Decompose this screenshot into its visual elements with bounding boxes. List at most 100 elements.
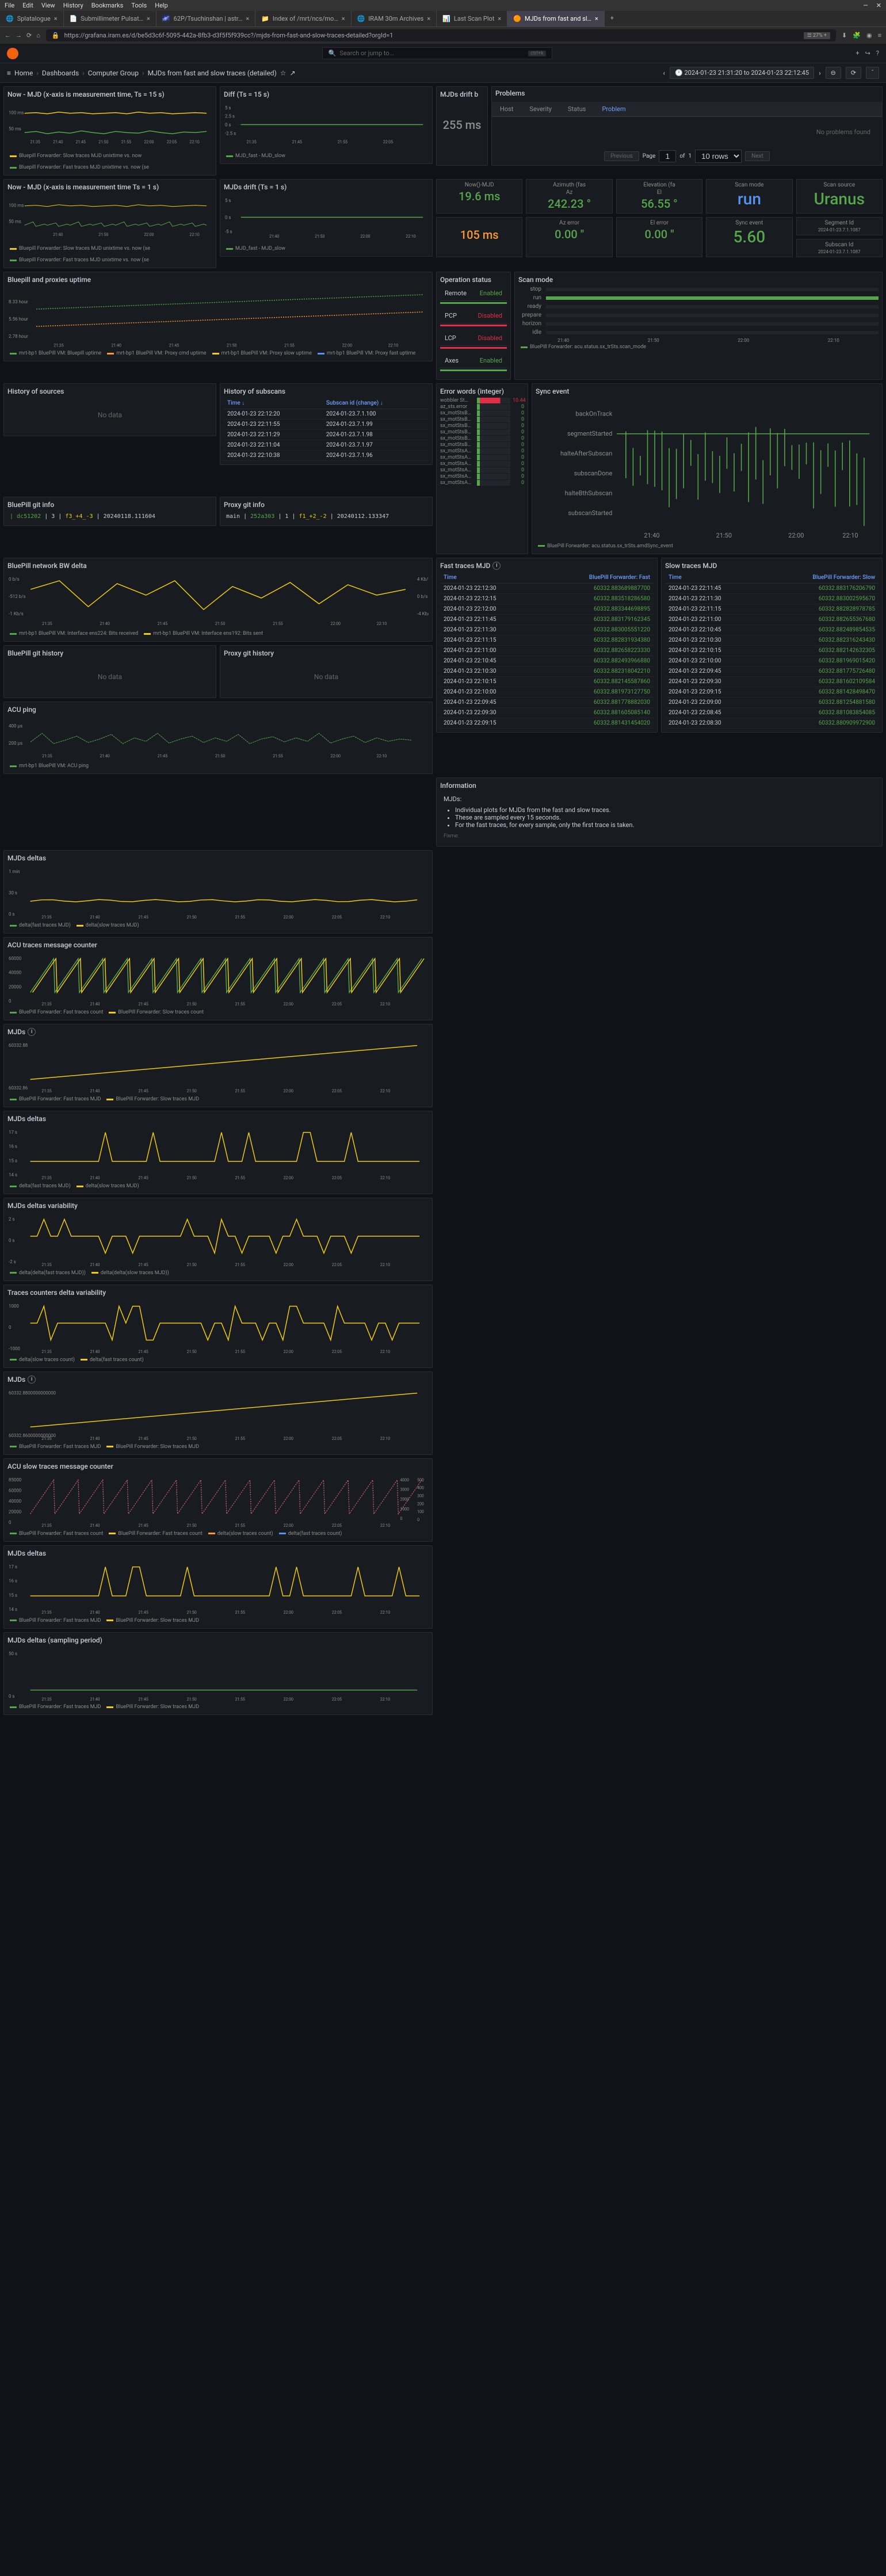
stat-azimuth[interactable]: Azimuth (fasAz242.23 ° <box>526 179 612 214</box>
table-row[interactable]: 2024-01-23 22:10:1560332.882145587860 <box>440 676 654 687</box>
panel-chart[interactable]: MJDs i 60332.880000000000060332.86000000… <box>3 1371 433 1455</box>
panel-chart[interactable]: ACU slow traces message counter 85000600… <box>3 1458 433 1542</box>
info-icon[interactable]: i <box>28 1375 36 1384</box>
browser-menu-bar[interactable]: File Edit View History Bookmarks Tools H… <box>0 0 886 11</box>
table-row[interactable]: 2024-01-23 22:10:382024-01-23.7.1.96 <box>224 451 429 461</box>
col-fast[interactable]: BluePill Forwarder: Fast <box>540 572 654 584</box>
browser-tab[interactable]: 🌌62P/Tsuchinshan | astr…× <box>156 11 255 26</box>
menu-history[interactable]: History <box>63 2 83 9</box>
panel-bluepill-uptime[interactable]: Bluepill and proxies uptime 8.33 hour 5.… <box>3 272 433 361</box>
download-icon[interactable]: ⬇ <box>842 32 847 39</box>
grafana-logo-icon[interactable] <box>7 48 18 59</box>
panel-mjds-drift-1s[interactable]: MJDs drift (Ts = 1 s) 5 s 0 s -5 s 21:40… <box>220 179 433 257</box>
panel-history-sources[interactable]: History of sources No data <box>3 383 216 436</box>
window-close-icon[interactable]: ✕ <box>876 2 881 9</box>
browser-tab-active[interactable]: 🟠MJDs from fast and sl…× <box>507 11 604 26</box>
browser-tab[interactable]: 🌐Splatalogue× <box>0 11 64 26</box>
panel-now-mjd-15s[interactable]: Now - MJD (x-axis is measurement time, T… <box>3 86 216 176</box>
table-row[interactable]: 2024-01-23 22:11:552024-01-23.7.1.99 <box>224 420 429 430</box>
panel-chart[interactable]: ACU traces message counter 6000040000200… <box>3 937 433 1020</box>
account-icon[interactable]: ◉ <box>866 32 872 39</box>
table-row[interactable]: 2024-01-23 22:09:1560332.881431454020 <box>440 718 654 728</box>
menu-tools[interactable]: Tools <box>131 2 147 9</box>
refresh-button[interactable]: ⟳ <box>846 67 861 79</box>
close-icon[interactable]: × <box>427 15 430 22</box>
browser-tab[interactable]: 📊Last Scan Plot× <box>437 11 507 26</box>
table-row[interactable]: 2024-01-23 22:10:4560332.882489854535 <box>665 624 879 635</box>
menu-icon[interactable]: ≡ <box>878 32 881 39</box>
panel-chart[interactable]: MJDs i 60332.8860332.8621:3521:4021:4521… <box>3 1024 433 1107</box>
stat-elevation[interactable]: Elevation (faEl56.55 ° <box>616 179 702 214</box>
table-row[interactable]: 2024-01-23 22:12:3060332.883689887700 <box>440 583 654 593</box>
close-icon[interactable]: × <box>54 15 58 22</box>
next-button[interactable]: Next <box>745 151 770 161</box>
breadcrumb[interactable]: MJDs from fast and slow traces (detailed… <box>148 69 277 77</box>
table-row[interactable]: 2024-01-23 22:11:1560332.882828978785 <box>665 604 879 614</box>
table-row[interactable]: 2024-01-23 22:09:4560332.881778882030 <box>440 697 654 707</box>
stat-segment-id[interactable]: Segment Id2024-01-23.7.1.1087 <box>796 217 883 235</box>
panel-slow-traces-mjd[interactable]: Slow traces MJD TimeBluePill Forwarder: … <box>661 558 883 733</box>
table-row[interactable]: 2024-01-23 22:09:1560332.881428498470 <box>665 687 879 697</box>
panel-chart[interactable]: MJDs deltas 17 s16 s15 s14 s21:3521:4021… <box>3 1111 433 1194</box>
breadcrumb[interactable]: Home <box>14 69 33 77</box>
menu-bookmarks[interactable]: Bookmarks <box>91 2 124 9</box>
panel-operation-status[interactable]: Operation status RemoteEnabledPCPDisable… <box>436 272 511 380</box>
panel-error-words[interactable]: Error words (integer) wobbler St…10.44az… <box>436 383 528 554</box>
home-button[interactable]: ⌂ <box>36 32 40 39</box>
page-input[interactable] <box>659 150 676 162</box>
panel-chart[interactable]: MJDs deltas (sampling period) 50 s0 s21:… <box>3 1632 433 1716</box>
signin-icon[interactable]: ↪ <box>865 49 870 57</box>
panel-bluepill-git-history[interactable]: BluePill git history No data <box>3 645 216 698</box>
table-row[interactable]: 2024-01-23 22:09:0060332.881254881580 <box>665 697 879 707</box>
table-row[interactable]: 2024-01-23 22:11:3060332.883002595670 <box>665 593 879 604</box>
star-icon[interactable]: ☆ <box>280 69 287 77</box>
table-row[interactable]: 2024-01-23 22:09:3060332.881602109584 <box>665 676 879 687</box>
table-row[interactable]: 2024-01-23 22:09:3060332.881605085140 <box>440 707 654 718</box>
panel-chart[interactable]: MJDs deltas 17 s16 s15 s14 s21:3521:4021… <box>3 1545 433 1629</box>
problems-tab-host[interactable]: Host <box>492 102 521 116</box>
close-icon[interactable]: × <box>595 15 598 22</box>
table-row[interactable]: 2024-01-23 22:11:0060332.882658223330 <box>440 645 654 656</box>
window-minimize-icon[interactable]: — <box>863 2 868 9</box>
panel-information[interactable]: Information MJDs: Individual plots for M… <box>436 778 883 847</box>
back-button[interactable]: ← <box>5 32 11 39</box>
table-row[interactable]: 2024-01-23 22:11:0060332.882655367680 <box>665 614 879 624</box>
col-time[interactable]: Time <box>665 572 763 584</box>
problems-tab-status[interactable]: Status <box>560 102 594 116</box>
table-row[interactable]: 2024-01-23 22:10:0060332.881969015420 <box>665 656 879 666</box>
extension-icon[interactable]: 🧩 <box>853 32 861 39</box>
refresh-dropdown[interactable]: ˇ <box>866 67 879 79</box>
breadcrumb[interactable]: Computer Group <box>88 69 139 77</box>
close-icon[interactable]: × <box>342 15 345 22</box>
panel-mjds-drift[interactable]: MJDs drift b 255 ms <box>436 86 488 166</box>
panel-scan-mode[interactable]: Scan mode stoprunreadypreparehorizonidle… <box>514 272 883 380</box>
stat-now-mjd[interactable]: Now()-MJD19.6 ms <box>436 179 522 214</box>
col-subscan[interactable]: Subscan id (change) ↓ <box>323 398 429 409</box>
panel-problems[interactable]: Problems Host Severity Status Problem No… <box>491 86 883 166</box>
panel-now-mjd-1s[interactable]: Now - MJD (x-axis is measurement time Ts… <box>3 179 216 268</box>
browser-tab[interactable]: 📄Submillimeter Pulsat…× <box>64 11 156 26</box>
panel-chart[interactable]: Traces counters delta variability 10000-… <box>3 1285 433 1368</box>
panel-proxy-git-info[interactable]: Proxy git info main | 252a303 | 1 | f1_+… <box>220 497 433 526</box>
stat-scan-source[interactable]: Scan sourceUranus <box>796 179 883 214</box>
panel-chart[interactable]: MJDs deltas variability 2 s0 s-2 s21:352… <box>3 1198 433 1281</box>
share-icon[interactable]: ↗ <box>290 69 296 77</box>
prev-button[interactable]: Previous <box>604 151 639 161</box>
col-slow[interactable]: BluePill Forwarder: Slow <box>763 572 879 584</box>
panel-fast-traces-mjd[interactable]: Fast traces MJD i TimeBluePill Forwarder… <box>436 558 658 733</box>
table-row[interactable]: 2024-01-23 22:10:1560332.882142632305 <box>665 645 879 656</box>
close-icon[interactable]: × <box>246 15 249 22</box>
breadcrumb[interactable]: Dashboards <box>42 69 79 77</box>
problems-tab-problem[interactable]: Problem <box>594 102 633 116</box>
panel-acu-ping[interactable]: ACU ping 400 μs 200 μs 21:3521:4021:4521… <box>3 702 433 774</box>
close-icon[interactable]: × <box>498 15 501 22</box>
panel-bluepill-bw-delta[interactable]: BluePill network BW delta 0 b/s -512 b/s… <box>3 558 433 642</box>
table-row[interactable]: 2024-01-23 22:08:4560332.881083854085 <box>665 707 879 718</box>
table-row[interactable]: 2024-01-23 22:10:4560332.882493966880 <box>440 656 654 666</box>
stat-subscan-id[interactable]: Subscan Id2024-01-23.7.1.1087 <box>796 239 883 257</box>
search-input[interactable]: 🔍 Search or jump to... ctrl+k <box>322 47 552 59</box>
table-row[interactable]: 2024-01-23 22:12:1560332.883518286580 <box>440 593 654 604</box>
stat-sync-event[interactable]: Sync event5.60 <box>706 217 792 257</box>
problems-tab-severity[interactable]: Severity <box>521 102 560 116</box>
info-icon[interactable]: i <box>492 562 501 570</box>
